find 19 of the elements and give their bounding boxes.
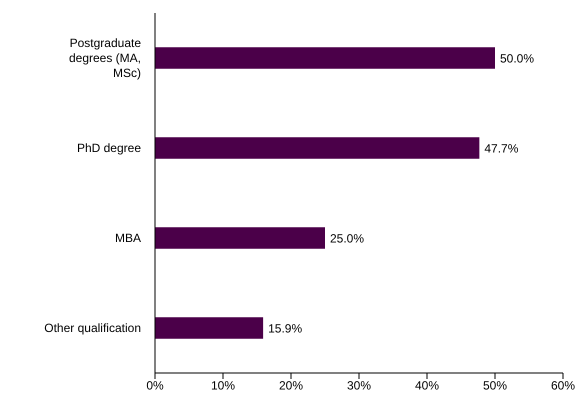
bar — [155, 227, 325, 249]
x-tick-label: 40% — [414, 378, 440, 393]
data-label: 47.7% — [484, 141, 519, 156]
y-tick-label: Other qualification — [44, 321, 141, 335]
x-tick-label: 30% — [346, 378, 372, 393]
x-tick-label: 10% — [210, 378, 236, 393]
y-tick-label: Postgraduate degrees (MA, MSc) — [68, 36, 142, 80]
data-label: 50.0% — [500, 51, 534, 66]
x-tick-label: 0% — [146, 378, 164, 393]
y-tick-label: PhD degree — [76, 141, 142, 155]
bar — [155, 137, 480, 159]
data-label: 15.9% — [268, 321, 302, 336]
data-label: 25.0% — [330, 231, 364, 246]
x-tick-label: 50% — [482, 378, 508, 393]
y-tick-label: MBA — [114, 231, 141, 245]
x-tick-label: 60% — [550, 378, 576, 393]
bar — [155, 47, 495, 69]
bar — [155, 317, 264, 339]
x-tick-label: 20% — [278, 378, 304, 393]
